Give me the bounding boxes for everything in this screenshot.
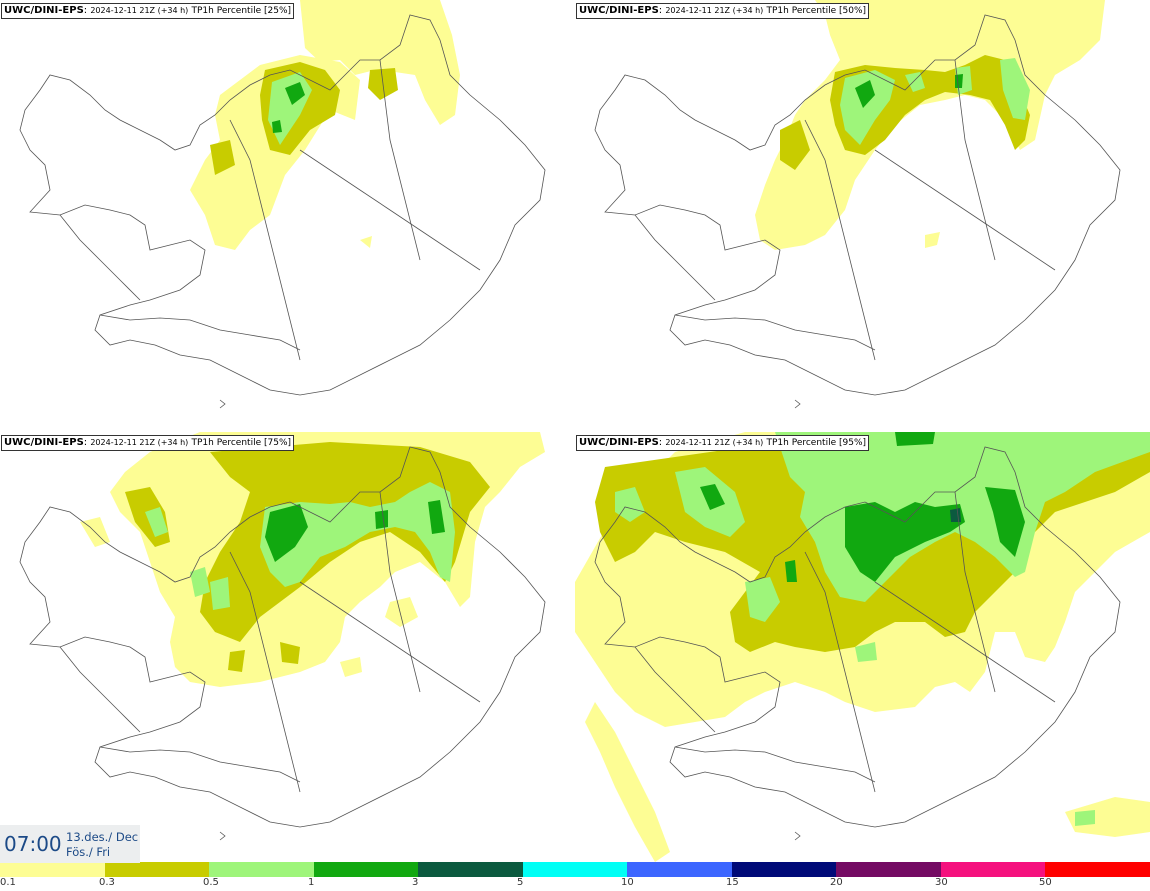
iceland-outline [594, 14, 1121, 409]
model-name: UWC/DINI-EPS [579, 5, 659, 16]
valid-time-box: 07:00 13.des./ Dec Fös./ Fri [0, 825, 140, 863]
colorbar-segment [418, 862, 523, 877]
colorbar-segment [731, 862, 837, 877]
parameter-label: TP1h Percentile [25%] [191, 6, 292, 16]
map-panel-95: UWC/DINI-EPS: 2024-12-11 21Z (+34 h) TP1… [575, 432, 1150, 862]
colorbar-segment [0, 862, 105, 877]
panel-title: UWC/DINI-EPS: 2024-12-11 21Z (+34 h) TP1… [1, 435, 295, 451]
precip-field [755, 0, 1105, 250]
colorbar-tick-label: 10 [621, 877, 634, 888]
colorbar-tick-label: 15 [726, 877, 739, 888]
precip-field [190, 0, 460, 250]
parameter-label: TP1h Percentile [95%] [766, 438, 867, 448]
precip-map [19, 432, 546, 841]
map-panel-50: UWC/DINI-EPS: 2024-12-11 21Z (+34 h) TP1… [575, 0, 1150, 430]
colorbar-labels: 0.1 0.3 0.5 1 3 5 10 15 20 30 50 [0, 877, 1150, 891]
parameter-label: TP1h Percentile [75%] [191, 438, 292, 448]
colorbar-tick-label: 30 [935, 877, 948, 888]
panel-title: UWC/DINI-EPS: 2024-12-11 21Z (+34 h) TP1… [576, 3, 870, 19]
parameter-label: TP1h Percentile [50%] [766, 6, 867, 16]
valid-date-line2: Fös./ Fri [66, 845, 111, 859]
iceland-outline [19, 14, 546, 409]
panel-title: UWC/DINI-EPS: 2024-12-11 21Z (+34 h) TP1… [1, 3, 295, 19]
model-name: UWC/DINI-EPS [4, 5, 84, 16]
precip-map [594, 0, 1121, 409]
colorbar-tick-label: 50 [1039, 877, 1052, 888]
panel-title: UWC/DINI-EPS: 2024-12-11 21Z (+34 h) TP1… [576, 435, 870, 451]
precip-field [80, 432, 545, 687]
run-time: 2024-12-11 21Z (+34 h) [90, 6, 189, 15]
colorbar-segment [940, 862, 1046, 877]
precip-map [575, 432, 1150, 862]
colorbar-segment [104, 862, 210, 877]
colorbar-tick-label: 5 [517, 877, 524, 888]
model-name: UWC/DINI-EPS [579, 437, 659, 448]
colorbar-segment [209, 862, 314, 877]
colorbar-tick-label: 1 [308, 877, 315, 888]
colorbar [0, 862, 1150, 877]
run-time: 2024-12-11 21Z (+34 h) [90, 438, 189, 447]
colorbar-segment [627, 862, 732, 877]
map-panel-25: UWC/DINI-EPS: 2024-12-11 21Z (+34 h) TP1… [0, 0, 575, 430]
valid-date: 13.des./ Dec Fös./ Fri [66, 830, 138, 860]
colorbar-tick-label: 0.5 [203, 877, 219, 888]
colorbar-segment [522, 862, 628, 877]
colorbar-segment [313, 862, 419, 877]
iceland-outline [19, 446, 546, 841]
precip-field [575, 432, 1150, 862]
run-time: 2024-12-11 21Z (+34 h) [665, 438, 764, 447]
model-name: UWC/DINI-EPS [4, 437, 84, 448]
map-panel-75: UWC/DINI-EPS: 2024-12-11 21Z (+34 h) TP1… [0, 432, 575, 862]
colorbar-tick-label: 3 [412, 877, 419, 888]
valid-time: 07:00 [4, 832, 62, 856]
iceland-outline [594, 446, 1121, 841]
colorbar-tick-label: 0.3 [99, 877, 115, 888]
colorbar-tick-label: 0.1 [0, 877, 16, 888]
valid-date-line1: 13.des./ Dec [66, 830, 139, 844]
colorbar-tick-label: 20 [830, 877, 843, 888]
precip-map [19, 0, 546, 409]
run-time: 2024-12-11 21Z (+34 h) [665, 6, 764, 15]
colorbar-segment [1045, 862, 1150, 877]
colorbar-segment [836, 862, 941, 877]
